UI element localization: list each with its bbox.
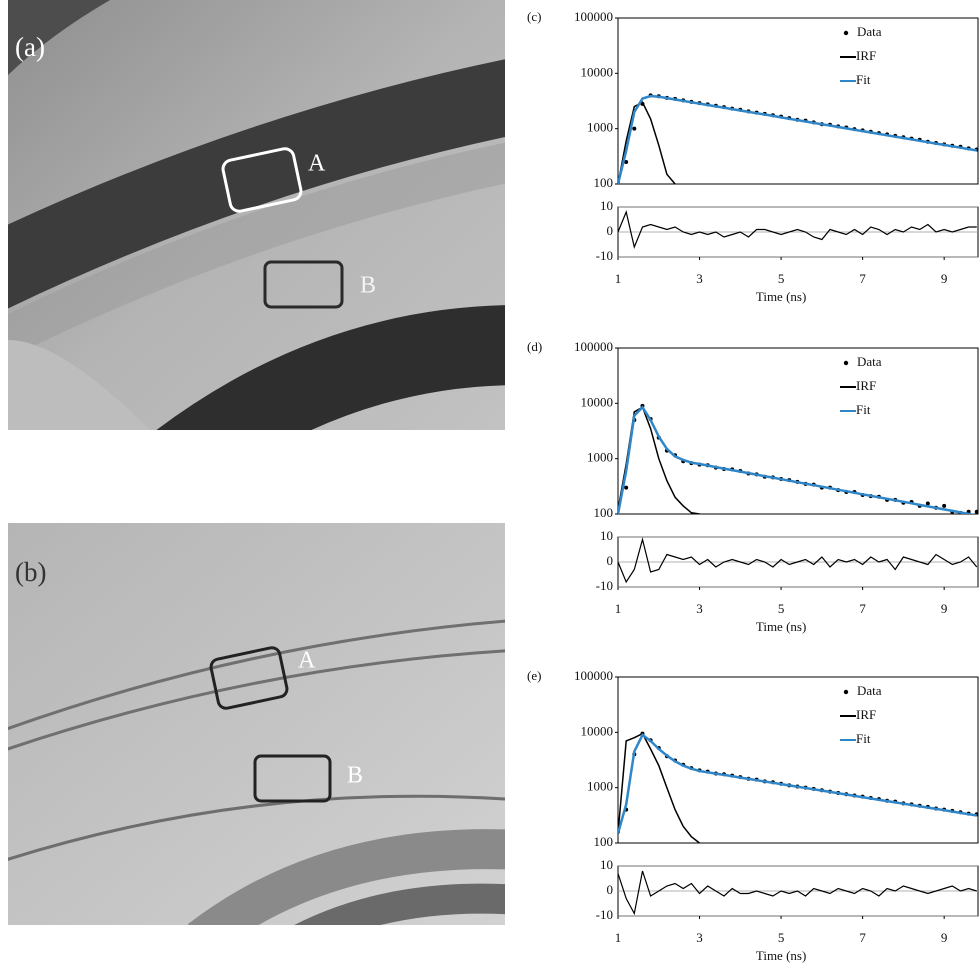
series-line [618, 101, 676, 184]
legend-label: IRF [856, 378, 876, 393]
x-tick-label: 7 [859, 271, 866, 286]
x-tick-label: 1 [615, 601, 622, 616]
plot-area [618, 93, 978, 184]
y-tick-label: 100 [594, 834, 614, 849]
region-label: B [347, 763, 363, 789]
legend-label: Fit [856, 402, 871, 417]
legend-marker [843, 30, 849, 36]
legend-label: Fit [856, 72, 871, 87]
x-tick-label: 9 [941, 601, 948, 616]
decay-chart: (d) 100 1000 10000 100000 -10 0 10 1 3 5 7 9 Time (ns… [527, 339, 979, 634]
micrograph-b: (b) A B [8, 523, 505, 925]
panel-label: (b) [15, 557, 46, 587]
series-line [618, 733, 977, 834]
y-tick-label: 100000 [574, 339, 613, 354]
legend-label: IRF [856, 48, 876, 63]
legend-marker [843, 689, 849, 695]
plot-area [618, 731, 978, 843]
residual-area [618, 870, 977, 916]
x-tick-label: 3 [696, 271, 703, 286]
legend-label: Data [857, 683, 882, 698]
plot-frame [617, 347, 979, 515]
region-label: B [360, 273, 376, 299]
plot-frame [617, 676, 979, 844]
data-point [624, 485, 629, 490]
series-line [618, 405, 976, 514]
x-tick-label: 9 [941, 930, 948, 945]
y-tick-label: 10000 [581, 723, 614, 738]
y-tick-label: 10000 [581, 64, 614, 79]
y-tick-label: 100 [594, 175, 614, 190]
residual-tick-label: 0 [607, 553, 614, 568]
legend-label: Fit [856, 731, 871, 746]
y-tick-label: 100000 [574, 9, 613, 24]
x-tick-label: 9 [941, 271, 948, 286]
legend-label: Data [857, 354, 882, 369]
x-tick-label: 3 [696, 601, 703, 616]
residual-line [618, 210, 977, 249]
x-tick-label: 5 [778, 930, 785, 945]
x-tick-label: 7 [859, 601, 866, 616]
data-point [974, 509, 978, 514]
panel-label: (a) [15, 32, 45, 62]
x-axis-title: Time (ns) [756, 289, 806, 304]
data-point [925, 501, 930, 506]
x-tick-label: 5 [778, 271, 785, 286]
chart-label: (d) [527, 339, 542, 354]
x-tick-label: 7 [859, 930, 866, 945]
decay-chart: (e) 100 1000 10000 100000 -10 0 10 1 3 5 7 9 Time (ns… [527, 668, 979, 963]
micrograph-a: (a) A B [8, 0, 505, 430]
x-axis-title: Time (ns) [756, 619, 806, 634]
residual-tick-label: 0 [607, 882, 614, 897]
y-tick-label: 1000 [587, 450, 613, 465]
x-axis-title: Time (ns) [756, 948, 806, 963]
residual-tick-label: 0 [607, 223, 614, 238]
data-point [624, 159, 629, 164]
legend-label: IRF [856, 707, 876, 722]
y-tick-label: 10000 [581, 394, 614, 409]
y-tick-label: 100 [594, 505, 614, 520]
legend-marker [843, 360, 849, 366]
y-tick-label: 100000 [574, 668, 613, 683]
residual-tick-label: 10 [600, 198, 613, 213]
residual-line [618, 537, 978, 584]
residual-line [618, 870, 977, 916]
plot-frame [617, 17, 979, 185]
series-line [618, 94, 977, 184]
x-tick-label: 5 [778, 601, 785, 616]
data-point [632, 126, 637, 131]
chart-label: (e) [527, 668, 541, 683]
region-label: A [308, 151, 326, 177]
series-line [618, 732, 700, 843]
residual-tick-label: 10 [600, 528, 613, 543]
y-tick-label: 1000 [587, 779, 613, 794]
residual-area [618, 210, 977, 249]
residual-tick-label: -10 [596, 248, 613, 263]
plot-area [618, 403, 978, 514]
region-label: A [298, 648, 316, 674]
legend-label: Data [857, 24, 882, 39]
residual-tick-label: -10 [596, 578, 613, 593]
decay-chart: (c) 100 1000 10000 100000 -10 0 10 1 3 5 7 9 Time (ns… [527, 9, 979, 304]
residual-area [618, 537, 978, 584]
x-tick-label: 3 [696, 930, 703, 945]
data-point [942, 503, 947, 508]
x-tick-label: 1 [615, 271, 622, 286]
y-tick-label: 1000 [587, 120, 613, 135]
x-tick-label: 1 [615, 930, 622, 945]
chart-label: (c) [527, 9, 541, 24]
residual-tick-label: 10 [600, 857, 613, 872]
residual-tick-label: -10 [596, 907, 613, 922]
